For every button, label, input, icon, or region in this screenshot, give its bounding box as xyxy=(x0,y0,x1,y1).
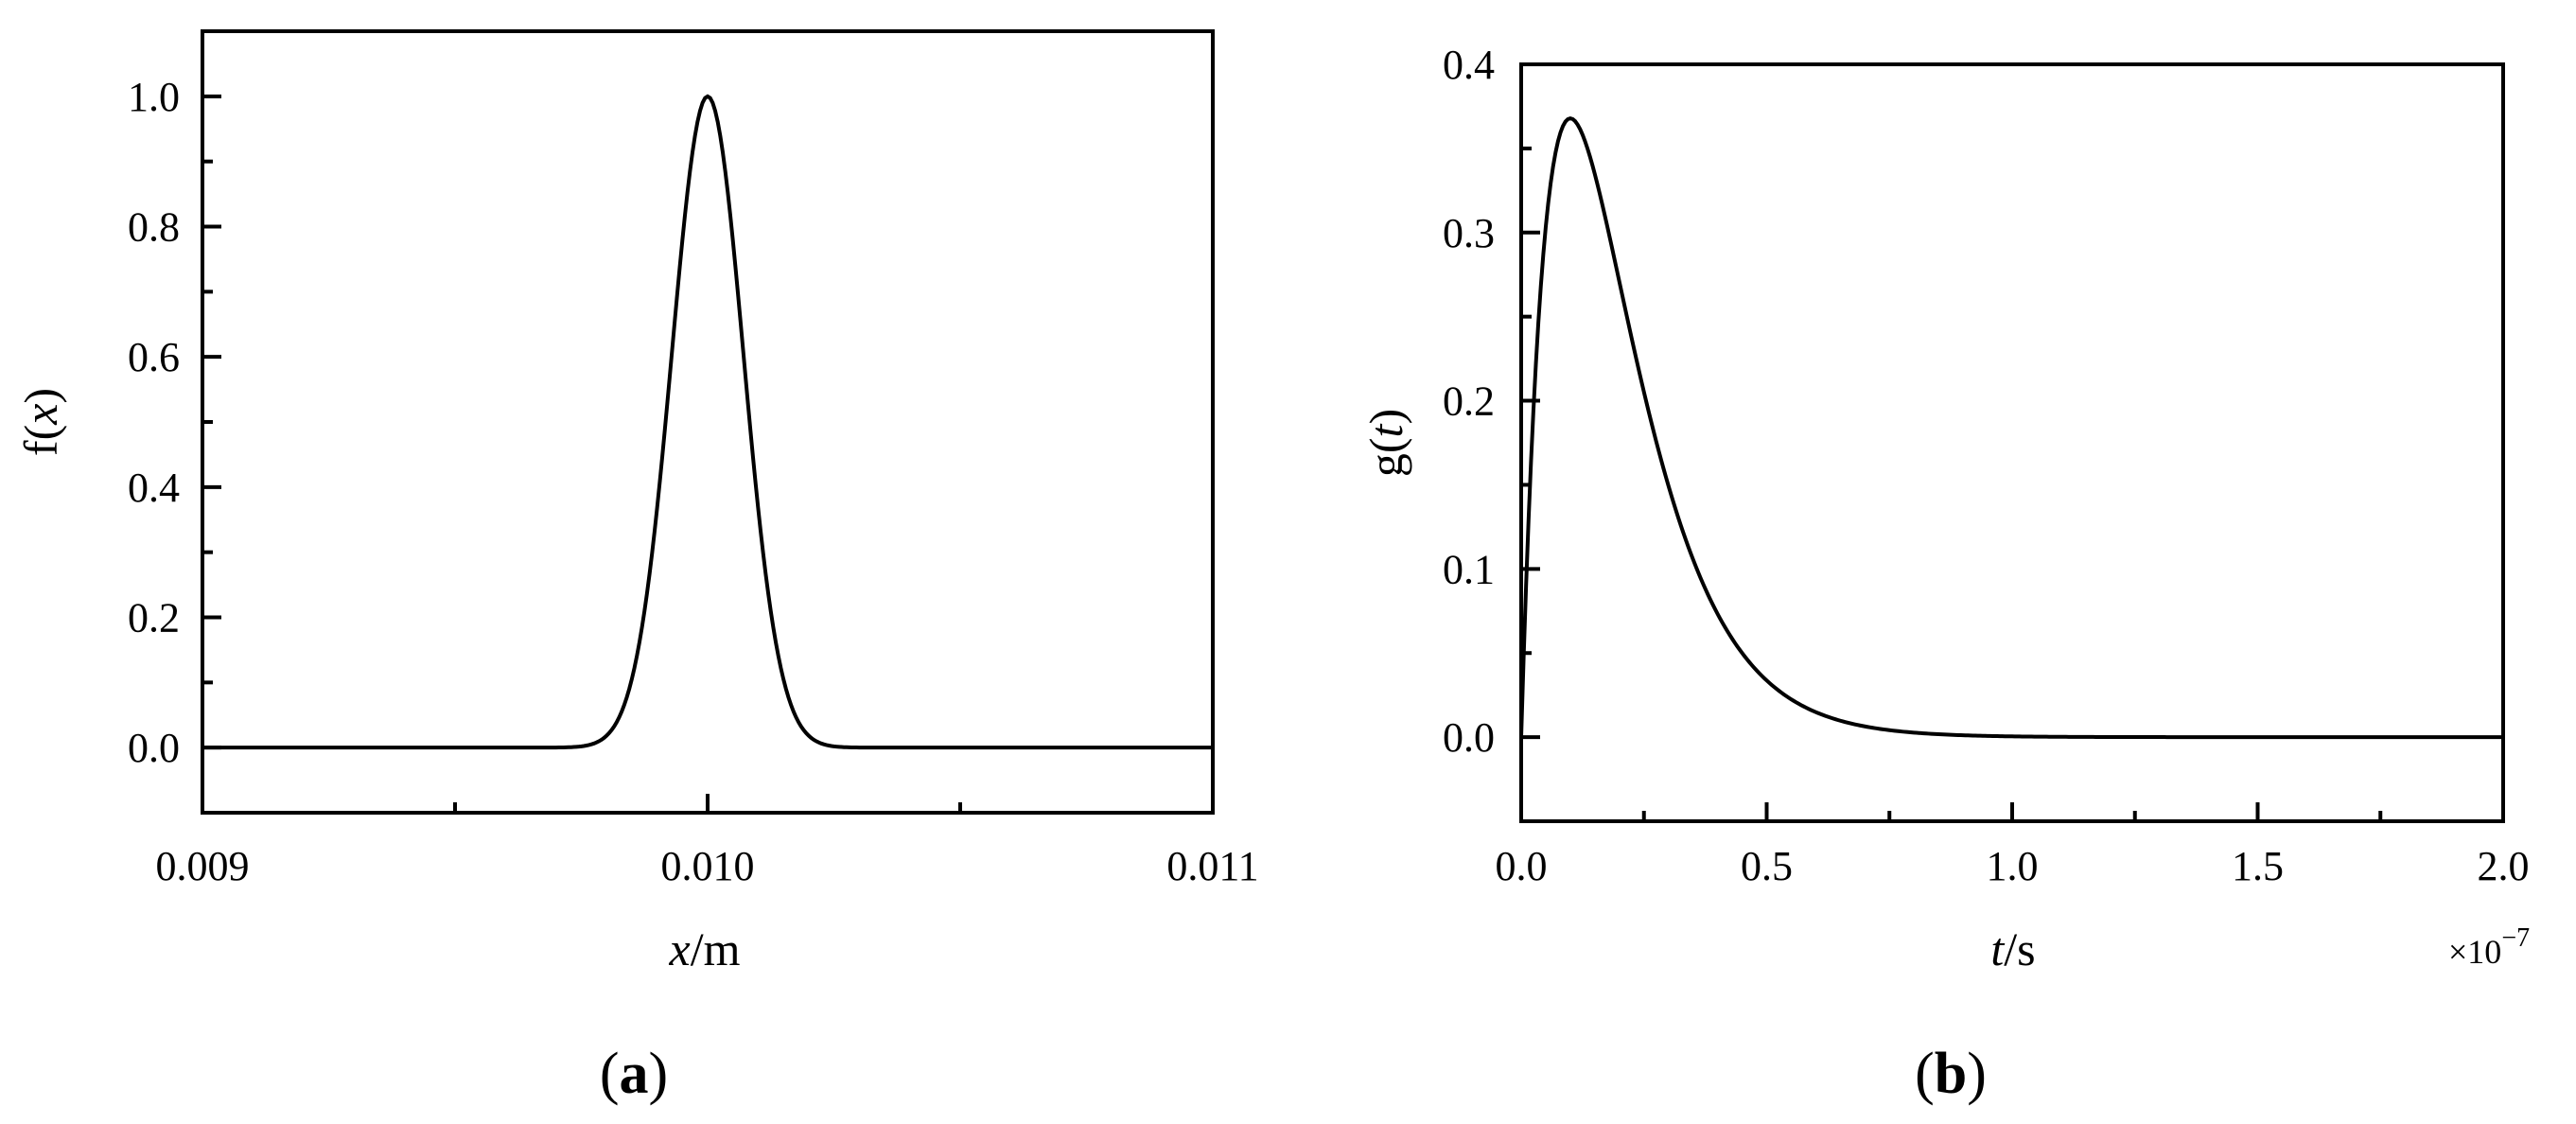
x-axis-ticks-b: 0.0 0.5 1.0 1.5 2.0 xyxy=(1496,802,2530,889)
y-tick-label: 1.0 xyxy=(128,74,180,120)
y-tick-label: 0.0 xyxy=(128,725,180,771)
y-axis-label-b: g(t) xyxy=(1359,409,1412,477)
x-tick-label: 1.5 xyxy=(2232,843,2284,889)
x-axis-ticks-a: 0.009 0.010 0.011 xyxy=(156,794,1259,889)
x-tick-label: 0.011 xyxy=(1166,843,1258,889)
y-tick-label: 0.2 xyxy=(1443,378,1495,425)
x-tick-label: 2.0 xyxy=(2478,843,2530,889)
chart-panel-a: 0.00.20.40.60.81.0 0.009 0.010 0.011 f(x) … xyxy=(14,29,1259,1106)
x-axis-label-b: t/s xyxy=(1990,922,2035,975)
x-tick-label: 0.0 xyxy=(1496,843,1548,889)
x-tick-label: 0.010 xyxy=(661,843,755,889)
y-tick-label: 0.4 xyxy=(1443,42,1495,88)
panel-label-a: (a) xyxy=(600,1042,668,1106)
plot-frame-b xyxy=(1519,62,2505,823)
y-tick-label: 0.2 xyxy=(128,595,180,641)
y-tick-label: 0.3 xyxy=(1443,210,1495,256)
panel-label-b: (b) xyxy=(1915,1042,1987,1106)
y-tick-label: 0.8 xyxy=(128,204,180,251)
x-axis-label-a: x/m xyxy=(669,922,741,975)
y-tick-label: 0.4 xyxy=(128,465,180,511)
chart-panel-b: 0.0 0.1 0.2 0.3 0.4 0.0 0.5 1.0 1.5 2.0 g(t) t/s… xyxy=(1359,42,2530,1106)
y-axis-ticks-a: 0.0 0.2 0.4 0.6 0.8 1.0 xyxy=(128,74,221,771)
x-tick-label: 0.5 xyxy=(1741,843,1793,889)
y-axis-ticks-b: 0.0 0.1 0.2 0.3 0.4 xyxy=(1443,42,1540,761)
plot-frame-a xyxy=(201,29,1215,815)
y-tick-label: 0.0 xyxy=(1443,714,1495,761)
series-line-b xyxy=(1519,116,2503,740)
x-axis-multiplier-b: ×10−7 xyxy=(2448,923,2530,971)
y-axis-label-a: f(x) xyxy=(14,388,67,456)
y-tick-label: 0.6 xyxy=(128,334,180,380)
x-tick-label: 0.009 xyxy=(156,843,250,889)
x-tick-label: 1.0 xyxy=(1987,843,2039,889)
series-line-a xyxy=(202,94,1213,750)
y-tick-label: 0.1 xyxy=(1443,546,1495,592)
